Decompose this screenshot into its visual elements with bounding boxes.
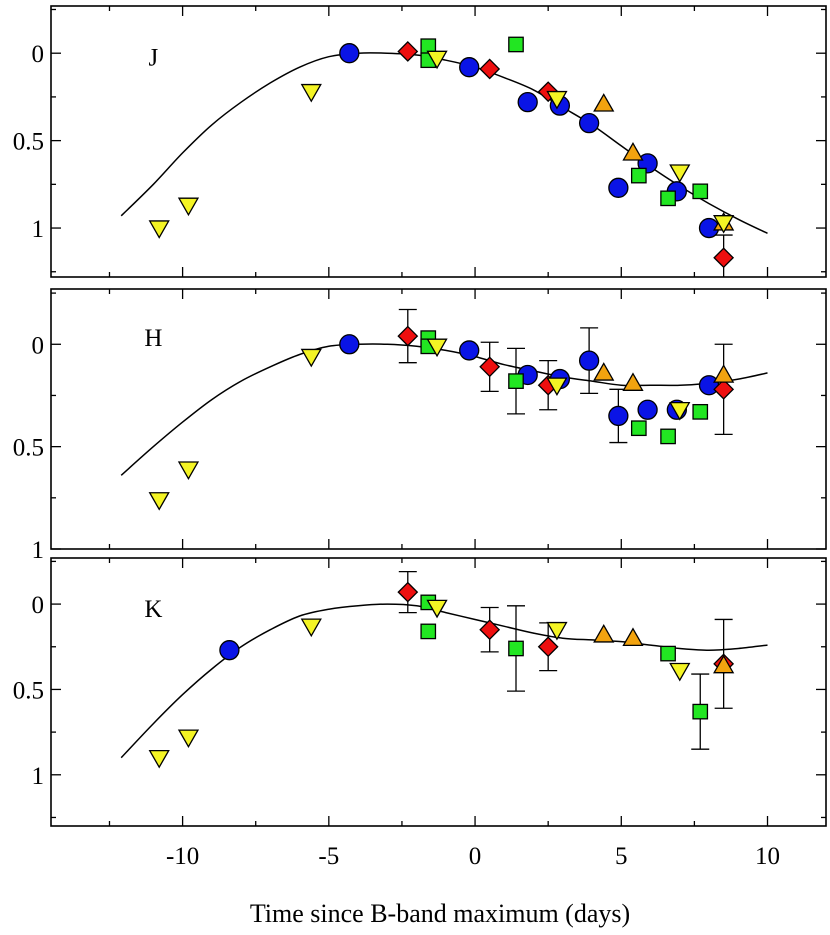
data-point-inverted-triangle — [546, 621, 568, 641]
data-point-square — [508, 640, 524, 657]
data-point-triangle — [593, 624, 615, 643]
data-point-inverted-triangle — [148, 220, 170, 239]
data-point-inverted-triangle — [177, 461, 200, 480]
data-point-circle — [339, 43, 360, 64]
data-point-triangle — [713, 364, 735, 383]
data-point-inverted-triangle — [669, 164, 691, 183]
data-point-square — [660, 190, 676, 207]
panel-frame — [50, 288, 827, 550]
data-point-diamond — [397, 581, 419, 603]
x-tick-label: 5 — [615, 843, 628, 870]
data-point-circle — [578, 112, 600, 134]
x-axis-ticks — [108, 289, 769, 549]
x-tick-label: 0 — [469, 843, 482, 870]
data-point-triangle — [622, 142, 644, 161]
data-point-square — [630, 420, 647, 437]
data-point-circle — [459, 57, 480, 78]
band-label: H — [144, 325, 162, 352]
data-point-circle — [219, 640, 240, 661]
y-tick-label: 1 — [32, 537, 45, 564]
y-tick-label: 0 — [32, 41, 45, 68]
data-point-circle — [608, 177, 629, 198]
data-point-inverted-triangle — [177, 729, 200, 749]
x-tick-label: -10 — [166, 843, 199, 870]
data-point-diamond — [479, 356, 501, 378]
data-point-diamond — [537, 636, 559, 658]
data-point-diamond — [479, 619, 501, 641]
data-point-square — [420, 623, 437, 640]
data-point-circle — [637, 399, 658, 420]
data-point-square — [692, 703, 709, 720]
data-point-inverted-triangle — [426, 599, 448, 619]
data-point-diamond — [397, 41, 419, 62]
data-point-triangle — [713, 654, 735, 674]
data-point-diamond — [479, 58, 501, 80]
y-tick-label: 0 — [32, 592, 45, 619]
x-tick-label: 10 — [755, 843, 780, 870]
data-point-inverted-triangle — [177, 197, 200, 217]
y-axis-ticks — [51, 292, 826, 550]
y-tick-label: 0.5 — [13, 129, 44, 156]
data-point-circle — [459, 340, 480, 361]
x-axis-ticks — [108, 558, 769, 826]
data-point-inverted-triangle — [713, 215, 735, 234]
data-point-inverted-triangle — [546, 90, 568, 110]
data-point-diamond — [713, 247, 735, 269]
band-label: K — [144, 596, 162, 623]
y-axis-ticks — [51, 560, 826, 819]
panel-frame — [50, 5, 827, 278]
x-axis-ticks — [108, 6, 769, 277]
data-point-inverted-triangle — [300, 83, 322, 103]
data-point-square — [660, 428, 676, 445]
data-point-inverted-triangle — [669, 662, 691, 682]
data-point-diamond — [713, 378, 735, 400]
x-axis-label: Time since B-band maximum (days) — [250, 899, 630, 928]
data-point-circle — [517, 92, 538, 113]
data-point-square — [692, 403, 709, 420]
y-tick-label: 0.5 — [13, 435, 44, 462]
data-point-inverted-triangle — [426, 338, 448, 358]
data-point-inverted-triangle — [148, 749, 170, 769]
panel-frame — [50, 557, 827, 827]
data-point-triangle — [622, 372, 644, 391]
data-point-inverted-triangle — [300, 348, 322, 368]
panel-data — [120, 571, 768, 769]
y-axis-ticks — [51, 8, 826, 273]
data-point-diamond — [397, 325, 419, 347]
data-point-circle — [578, 350, 600, 371]
data-point-triangle — [593, 93, 615, 112]
x-tick-label: -5 — [318, 843, 339, 870]
data-point-circle — [339, 334, 360, 355]
data-point-inverted-triangle — [669, 402, 691, 421]
data-point-inverted-triangle — [148, 492, 170, 511]
y-tick-label: 0.5 — [13, 677, 44, 704]
data-point-square — [508, 36, 524, 53]
panel-data — [120, 308, 768, 511]
data-point-triangle — [593, 362, 615, 381]
panel-data — [120, 36, 768, 277]
data-point-circle — [608, 405, 629, 427]
panel-j: 0 0.5 1 J — [13, 5, 827, 278]
fit-curve — [120, 603, 768, 759]
band-label: J — [148, 45, 158, 72]
y-tick-label: 1 — [32, 216, 45, 243]
y-tick-label: 0 — [32, 332, 45, 359]
fit-curve — [120, 52, 768, 234]
y-tick-label: 1 — [32, 763, 45, 790]
data-point-inverted-triangle — [300, 618, 322, 638]
data-point-square — [630, 167, 647, 184]
fit-curve — [120, 343, 768, 476]
panel-k: 0 0.5 1 -10 -5 0 5 10 K — [13, 557, 827, 870]
data-point-triangle — [622, 627, 644, 647]
data-point-inverted-triangle — [426, 50, 448, 70]
data-point-inverted-triangle — [546, 377, 568, 397]
panel-h: 0 0.5 1 H — [13, 288, 827, 564]
data-point-square — [508, 373, 524, 389]
data-point-square — [660, 645, 676, 662]
data-point-square — [692, 183, 709, 200]
